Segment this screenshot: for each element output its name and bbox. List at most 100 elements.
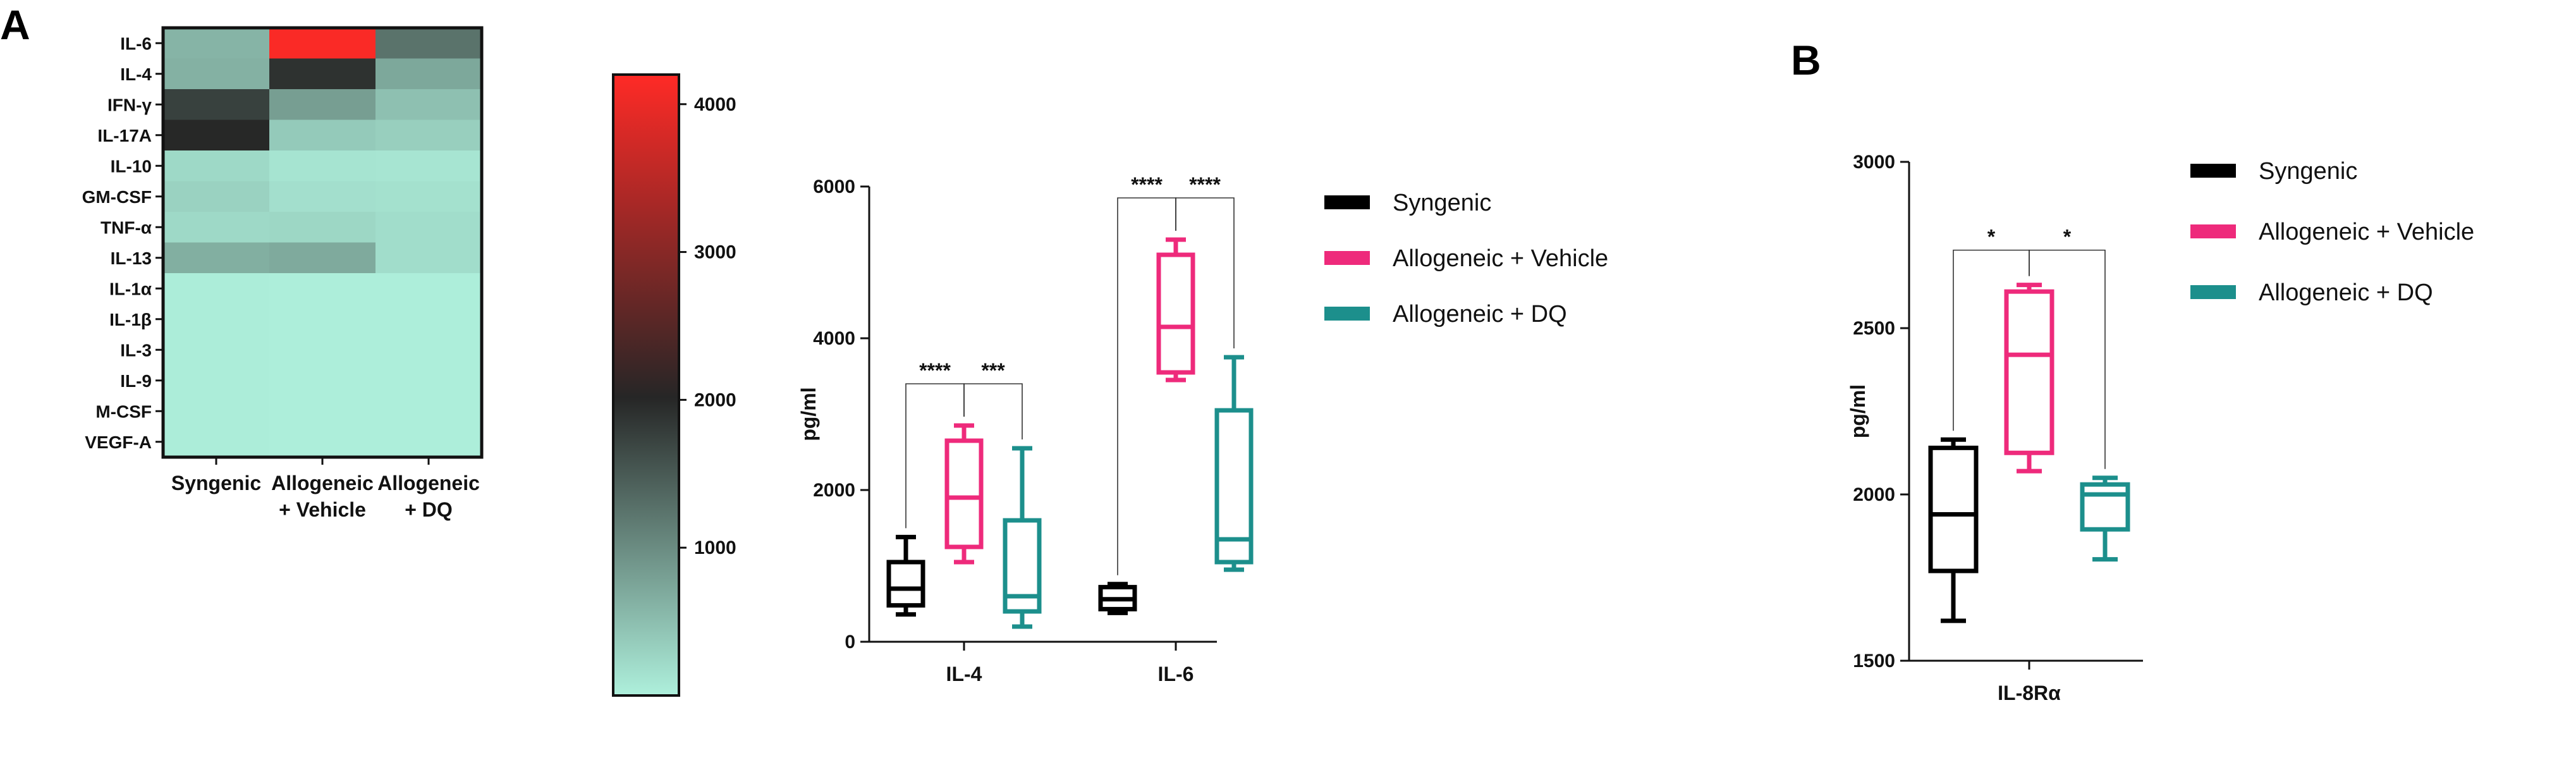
heatmap-cell [375,273,482,305]
heatmap-cell [375,89,482,121]
heatmap-cell [269,365,376,396]
y-tick-label: 4000 [813,328,855,349]
significance-line [963,383,1023,439]
box-iqr [1003,518,1042,614]
heatmap-cell [269,396,376,427]
box-iqr [944,438,984,549]
box-allogeneic-dq-il-4 [1003,446,1042,629]
y-axis-label: pg/ml [1847,384,1869,438]
legend-swatch-allogeneic-vehicle [1324,251,1370,265]
box-iqr [2080,482,2130,532]
significance-bracket: *** [963,359,1023,439]
significance-line [2029,249,2106,469]
box-iqr [1156,252,1195,375]
box-allogeneic-vehicle-il-6 [1156,237,1195,383]
y-tick-label: 0 [845,632,855,653]
legend-label-allogeneic-dq: Allogeneic + DQ [2259,279,2433,306]
heatmap-cell [163,303,270,335]
heatmap-row-label-gm-csf: GM-CSF [82,187,152,207]
heatmap-cell [375,396,482,427]
heatmap-cell [163,334,270,366]
panel-label-a: A [0,1,30,48]
heatmap-col-label: Allogeneic [377,472,480,494]
box-allogeneic-dq-il-8r [2080,475,2130,562]
legend-label-allogeneic-dq: Allogeneic + DQ [1393,301,1567,328]
significance-label: **** [919,359,951,382]
x-tick-label-il-6: IL-6 [1158,663,1194,685]
box-allogeneic-vehicle-il-4 [944,423,984,565]
heatmap-cell [163,365,270,396]
heatmap-row-label-il-10: IL-10 [111,156,152,176]
heatmap-cell [163,212,270,243]
heatmap-cell [375,150,482,182]
y-tick-label: 3000 [1853,152,1895,173]
x-tick-label-il-4: IL-4 [946,663,982,685]
heatmap-row-label-m-csf: M-CSF [95,401,152,421]
significance-bracket: **** [1175,173,1235,348]
colorbar-tick-label: 4000 [694,94,736,115]
significance-label: * [2063,226,2072,248]
heatmap-row-label-vegf-a: VEGF-A [85,432,152,452]
heatmap-row-label-il-4: IL-4 [120,64,152,84]
heatmap-cell [163,242,270,274]
heatmap-cell [269,273,376,305]
significance-bracket: **** [905,359,965,529]
heatmap-cell [375,28,482,59]
heatmap-cell [375,334,482,366]
heatmap-cell [375,58,482,90]
legend-label-allogeneic-vehicle: Allogeneic + Vehicle [1393,245,1608,272]
heatmap-cell [163,273,270,305]
significance-bracket: * [2029,226,2106,469]
significance-label: **** [1131,173,1163,196]
box-allogeneic-vehicle-il-8r [2004,283,2054,474]
panel-label-b: B [1791,37,1821,83]
heatmap-row-label-il-13: IL-13 [111,248,152,268]
heatmap-col-label: Syngenic [171,472,261,494]
heatmap-cell [375,181,482,212]
heatmap-cell [375,120,482,151]
heatmap-row-label-il-6: IL-6 [120,34,152,53]
heatmap-cell [269,181,376,212]
heatmap-cell [269,89,376,121]
significance-bracket: * [1953,226,2030,431]
significance-line [905,383,965,529]
box-iqr [1214,408,1254,565]
heatmap-col-label: Allogeneic [271,472,374,494]
heatmap-cell [269,426,376,458]
legend-label-allogeneic-vehicle: Allogeneic + Vehicle [2259,219,2474,245]
box-plot-il8ra: 1500 2000 2500 3000 pg/ml IL-8Rα * * Syngenic All… [1847,152,2474,704]
box-syngenic-il-6 [1098,582,1137,615]
heatmap-cell [375,303,482,335]
box-iqr [2004,289,2054,455]
heatmap-cell [163,426,270,458]
legend-swatch-allogeneic-vehicle [2190,224,2236,238]
heatmap-row-label-il-17a: IL-17A [97,126,152,145]
y-axis-label: pg/ml [797,387,820,441]
significance-label: **** [1189,173,1221,196]
box-iqr [1928,445,1979,573]
heatmap-col-label: + DQ [405,498,453,521]
significance-line [1953,249,2030,431]
colorbar [612,73,680,697]
heatmap: IL-6 IL-4 IFN-γ IL-17A IL-10 GM-CSF TNF-α IL-13… [82,26,736,697]
x-tick-label-il-8r: IL-8Rα [1998,682,2061,704]
legend-swatch-syngenic [2190,164,2236,178]
legend-label-syngenic: Syngenic [2259,158,2357,185]
y-tick-label: 2000 [813,480,855,501]
box-syngenic-il-8r [1928,437,1979,623]
heatmap-row-label-il-9: IL-9 [120,371,152,391]
box-allogeneic-dq-il-6 [1214,355,1254,572]
significance-label: *** [981,359,1005,382]
heatmap-cell [375,242,482,274]
y-tick-label: 6000 [813,176,855,197]
heatmap-cell [375,365,482,396]
heatmap-row-label-ifn: IFN-γ [107,95,152,114]
heatmap-cell [163,89,270,121]
y-tick-label: 2000 [1853,484,1895,505]
heatmap-cell [163,120,270,151]
legend-swatch-syngenic [1324,195,1370,209]
heatmap-cell [163,181,270,212]
heatmap-col-label: + Vehicle [279,498,366,521]
heatmap-cell [269,28,376,59]
